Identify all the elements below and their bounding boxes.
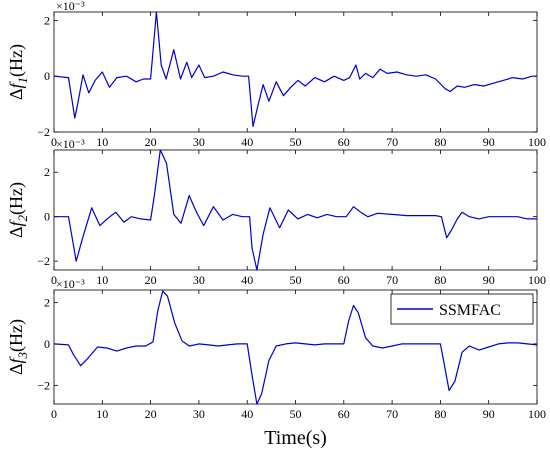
x-tick-label: 30 <box>193 135 205 149</box>
y-tick-label: 2 <box>44 295 50 309</box>
y-exponent-label: ×10⁻³ <box>56 137 85 151</box>
y-tick-label: −2 <box>37 378 50 392</box>
x-tick-label: 100 <box>528 135 546 149</box>
x-tick-label: 60 <box>338 407 350 421</box>
x-tick-label: 0 <box>51 135 57 149</box>
x-tick-label: 20 <box>145 407 157 421</box>
x-tick-label: 40 <box>241 407 253 421</box>
x-tick-label: 30 <box>193 407 205 421</box>
x-tick-label: 90 <box>483 135 495 149</box>
x-tick-label: 60 <box>338 135 350 149</box>
x-tick-label: 10 <box>96 407 108 421</box>
y-tick-label: 0 <box>44 337 50 351</box>
x-tick-label: 90 <box>483 273 495 287</box>
y-tick-label: 0 <box>44 210 50 224</box>
x-tick-label: 50 <box>290 407 302 421</box>
x-tick-label: 60 <box>338 273 350 287</box>
x-tick-label: 10 <box>96 135 108 149</box>
x-tick-label: 0 <box>51 273 57 287</box>
x-tick-label: 80 <box>434 407 446 421</box>
x-tick-label: 50 <box>290 135 302 149</box>
y-axis-label: Δf2(Hz) <box>6 182 30 238</box>
x-tick-label: 50 <box>290 273 302 287</box>
x-tick-label: 10 <box>96 273 108 287</box>
series-line <box>53 290 538 405</box>
x-tick-label: 100 <box>528 273 546 287</box>
subplot-3: 0 10 20 30 40 50 60 70 80 90 10020−2×10⁻³Δf3(Hz)SS… <box>6 277 546 449</box>
x-tick-label: 30 <box>193 273 205 287</box>
y-tick-label: −2 <box>37 254 50 268</box>
y-tick-label: 0 <box>44 69 50 83</box>
x-tick-label: 0 <box>51 407 57 421</box>
x-tick-label: 90 <box>483 407 495 421</box>
x-axis-label: Time(s) <box>264 427 327 449</box>
x-tick-label: 80 <box>434 273 446 287</box>
legend: SSMFAC <box>390 293 534 325</box>
x-tick-label: 70 <box>386 273 398 287</box>
x-tick-label: 40 <box>241 273 253 287</box>
x-tick-label: 20 <box>145 273 157 287</box>
y-axis-label: Δf1(Hz) <box>6 44 30 100</box>
y-axis-label: Δf3(Hz) <box>6 319 30 375</box>
x-tick-label: 80 <box>434 135 446 149</box>
y-tick-label: −2 <box>37 125 50 139</box>
x-tick-label: 70 <box>386 407 398 421</box>
series-line <box>53 11 537 127</box>
y-exponent-label: ×10⁻³ <box>56 277 85 291</box>
y-tick-label: 2 <box>44 165 50 179</box>
y-exponent-label: ×10⁻³ <box>56 0 85 13</box>
x-tick-label: 40 <box>241 135 253 149</box>
y-tick-label: 2 <box>44 13 50 27</box>
legend-label: SSMFAC <box>439 302 501 319</box>
series-line <box>54 149 537 271</box>
x-tick-label: 100 <box>528 407 546 421</box>
x-tick-label: 70 <box>386 135 398 149</box>
axes-frame <box>53 149 538 271</box>
axes-frame <box>53 11 538 133</box>
x-tick-label: 20 <box>145 135 157 149</box>
